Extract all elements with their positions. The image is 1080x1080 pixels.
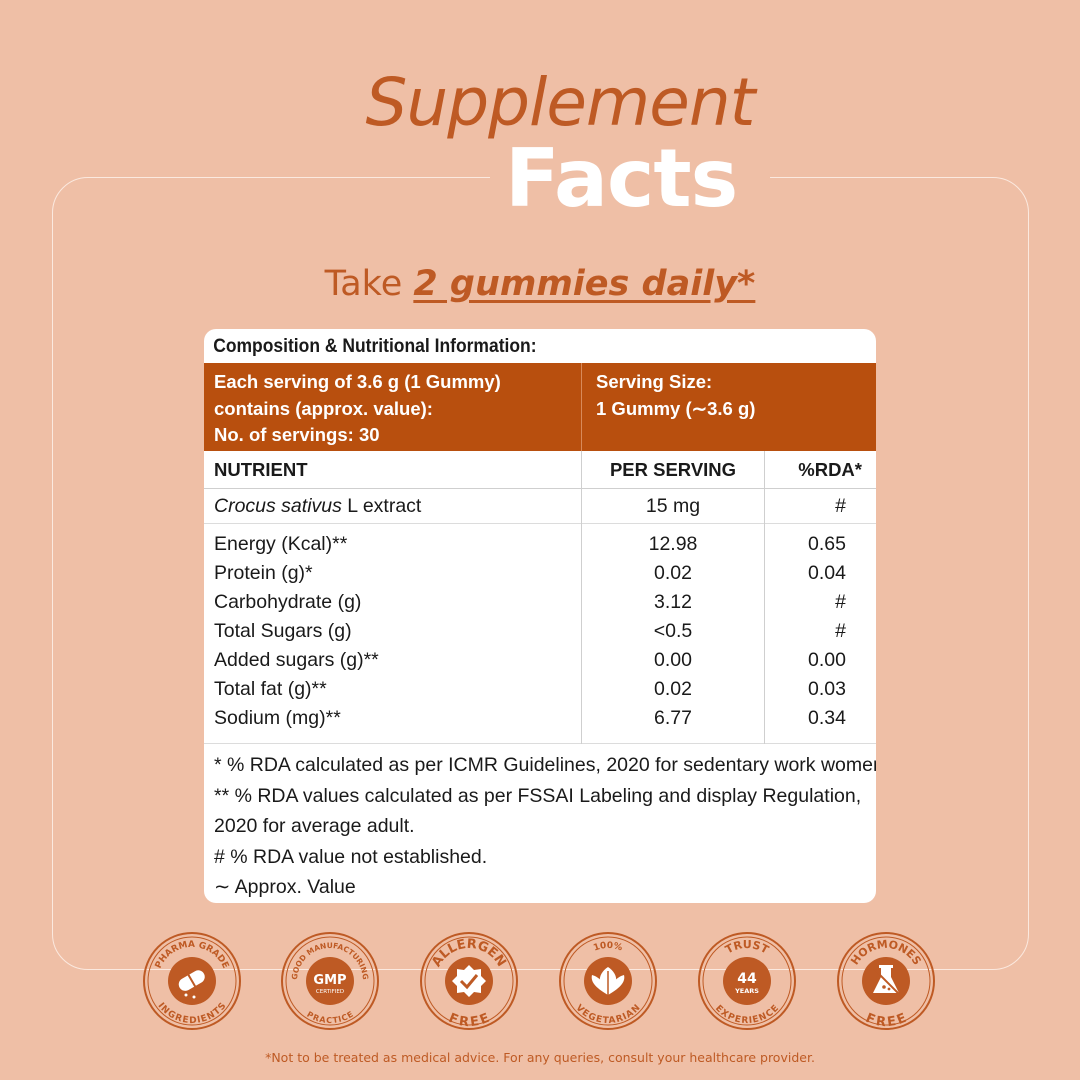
nutrient-rda: # bbox=[835, 591, 846, 613]
footnote: 2020 for average adult. bbox=[214, 815, 415, 837]
nutrient-per-serving: 3.12 bbox=[654, 591, 692, 613]
nutrient-names: Energy (Kcal)** Protein (g)* Carbohydrat… bbox=[204, 524, 582, 744]
svg-text:FREE: FREE bbox=[863, 1011, 908, 1030]
serving-line: contains (approx. value): bbox=[214, 397, 433, 419]
nutrient-per-serving: 0.02 bbox=[654, 562, 692, 584]
serving-info: Each serving of 3.6 g (1 Gummy) contains… bbox=[204, 363, 582, 451]
nutrient-rda: # bbox=[835, 495, 846, 517]
nutrient-rda: 0.03 bbox=[808, 678, 846, 700]
badge-gmp: GOOD MANUFACTURING PRACTICE GMP CERTIFIE… bbox=[280, 931, 380, 1031]
nutrient-per-serving: 0.02 bbox=[654, 678, 692, 700]
flask-crossed-icon: HORMONES FREE bbox=[837, 932, 935, 1030]
nutrient-per-serving: 6.77 bbox=[654, 707, 692, 729]
footnote: ∼ Approx. Value bbox=[214, 876, 356, 898]
footnote: # % RDA value not established. bbox=[214, 845, 488, 868]
nutrient-per-serving: 12.98 bbox=[648, 533, 698, 555]
column-headers: NUTRIENT PER SERVING %RDA* bbox=[204, 450, 876, 489]
nutrition-panel: Composition & Nutritional Information: E… bbox=[204, 329, 876, 903]
badge-bottom-text: FREE bbox=[446, 1011, 491, 1030]
badge-trust: TRUST EXPERIENCE 44 YEARS bbox=[697, 931, 797, 1031]
nutrient-rda: 0.65 bbox=[808, 533, 846, 555]
nutrient-name-rest: L extract bbox=[341, 495, 422, 517]
gmp-icon: GOOD MANUFACTURING PRACTICE GMP CERTIFIE… bbox=[281, 932, 379, 1030]
column-nutrient: NUTRIENT bbox=[204, 450, 582, 489]
nutrient-per-serving: 0.00 bbox=[654, 649, 692, 671]
nutrient-name: Carbohydrate (g) bbox=[214, 591, 362, 613]
footnotes: * % RDA calculated as per ICMR Guideline… bbox=[204, 744, 876, 903]
dosage-prefix: Take bbox=[324, 264, 414, 304]
nutrient-name: Added sugars (g)** bbox=[214, 649, 379, 671]
badge-allergen-free: ALLERGEN FREE bbox=[419, 931, 519, 1031]
nutrient-rda: # bbox=[835, 620, 846, 642]
badge-sub-text: CERTIFIED bbox=[316, 989, 344, 995]
panel-title: Composition & Nutritional Information: bbox=[213, 336, 537, 357]
badge-top-text: TRUST bbox=[723, 938, 771, 957]
nutrient-per-serving: 15 mg bbox=[582, 489, 765, 524]
serving-header: Each serving of 3.6 g (1 Gummy) contains… bbox=[204, 363, 876, 451]
nutrient-name: Crocus sativus L extract bbox=[204, 489, 582, 524]
check-seal-icon: ALLERGEN FREE bbox=[420, 932, 518, 1030]
nutrient-rda: 0.04 bbox=[808, 562, 846, 584]
serving-size-line: Serving Size: bbox=[596, 371, 713, 392]
nutrient-per-serving-values: 12.98 0.02 3.12 <0.5 0.00 0.02 6.77 bbox=[582, 524, 765, 744]
badge-bottom-text: PRACTICE bbox=[305, 1009, 354, 1024]
dosage-emphasis: 2 gummies daily* bbox=[413, 264, 756, 304]
capsule-icon: PHARMA GRADE INGREDIENTS bbox=[143, 932, 241, 1030]
title-facts: Facts bbox=[505, 132, 738, 225]
nutrient-name: Total Sugars (g) bbox=[214, 620, 352, 642]
serving-size-line: 1 Gummy (∼3.6 g) bbox=[596, 397, 756, 419]
badge-center-text: 44 bbox=[737, 971, 757, 987]
leaf-icon: 100% VEGETARIAN bbox=[559, 932, 657, 1030]
badge-hormones-free: HORMONES FREE bbox=[836, 931, 936, 1031]
svg-text:PRACTICE: PRACTICE bbox=[305, 1009, 354, 1024]
nutrient-name: Energy (Kcal)** bbox=[214, 533, 348, 555]
nutrient-rows: Energy (Kcal)** Protein (g)* Carbohydrat… bbox=[204, 524, 876, 744]
nutrient-rda-values: 0.65 0.04 # # 0.00 0.03 0.34 bbox=[765, 524, 876, 744]
trust-badges: PHARMA GRADE INGREDIENTS GOOD MANUFACTUR… bbox=[140, 931, 940, 1031]
footnote: * % RDA calculated as per ICMR Guideline… bbox=[214, 754, 876, 776]
badge-sub-text: YEARS bbox=[734, 987, 759, 995]
svg-text:FREE: FREE bbox=[446, 1011, 491, 1030]
nutrient-name: Total fat (g)** bbox=[214, 678, 327, 700]
frame-gap bbox=[490, 168, 770, 188]
column-rda: %RDA* bbox=[798, 458, 862, 480]
footnote: ** % RDA values calculated as per FSSAI … bbox=[214, 784, 862, 807]
badge-pharma-grade: PHARMA GRADE INGREDIENTS bbox=[142, 931, 242, 1031]
title-supplement: Supplement bbox=[365, 64, 755, 141]
nutrient-name: Protein (g)* bbox=[214, 562, 313, 584]
table-row: Crocus sativus L extract 15 mg # bbox=[204, 489, 876, 524]
serving-line: Each serving of 3.6 g (1 Gummy) bbox=[214, 371, 501, 392]
serving-size: Serving Size: 1 Gummy (∼3.6 g) bbox=[582, 363, 876, 451]
serving-line: No. of servings: 30 bbox=[214, 424, 380, 445]
dosage-instruction: Take 2 gummies daily* bbox=[0, 264, 1080, 304]
badge-center-text: GMP bbox=[313, 973, 346, 988]
badge-bottom-text: FREE bbox=[863, 1011, 908, 1030]
nutrient-per-serving: <0.5 bbox=[653, 620, 693, 642]
svg-text:TRUST: TRUST bbox=[723, 938, 771, 957]
nutrient-rda: 0.00 bbox=[808, 649, 846, 671]
column-per-serving: PER SERVING bbox=[582, 450, 765, 489]
disclaimer: *Not to be treated as medical advice. Fo… bbox=[265, 1050, 815, 1065]
nutrient-name-italic: Crocus sativus bbox=[214, 495, 342, 517]
trust-icon: TRUST EXPERIENCE 44 YEARS bbox=[698, 932, 796, 1030]
svg-text:100%: 100% bbox=[592, 941, 623, 954]
badge-vegetarian: 100% VEGETARIAN bbox=[558, 931, 658, 1031]
nutrient-name: Sodium (mg)** bbox=[214, 707, 341, 729]
badge-top-text: 100% bbox=[592, 941, 623, 954]
nutrient-rda: 0.34 bbox=[808, 707, 846, 729]
